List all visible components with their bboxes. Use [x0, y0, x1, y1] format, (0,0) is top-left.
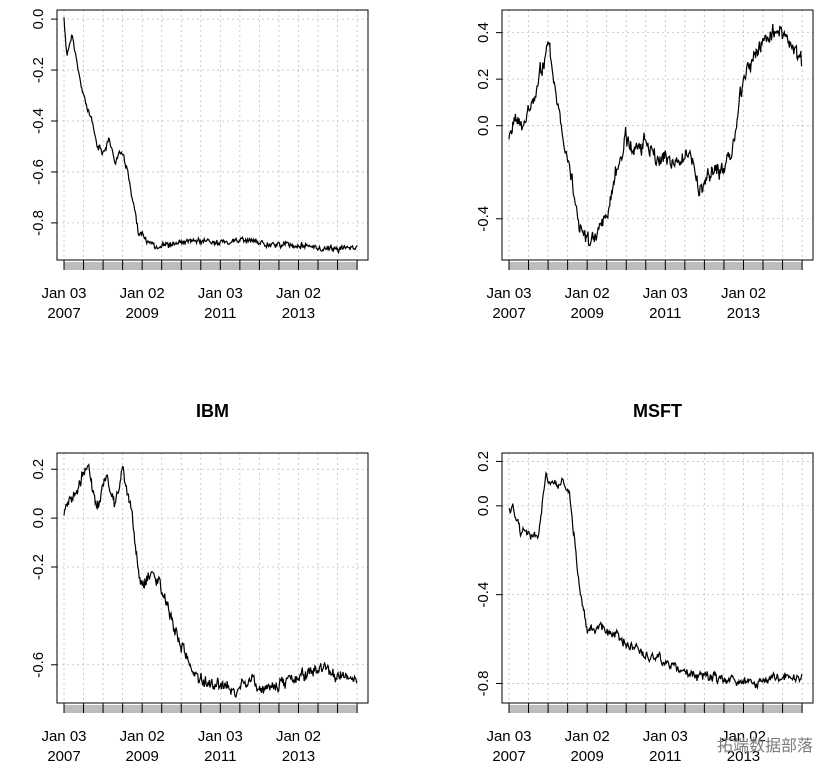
x-tick-label: Jan 03 [198, 285, 243, 302]
y-tick-label: 0.0 [30, 9, 47, 30]
x-tick-label: Jan 02 [276, 728, 321, 745]
x-tick-label-year: 2007 [492, 305, 525, 322]
x-tick-label: Jan 02 [721, 728, 766, 745]
series-line [63, 17, 358, 255]
y-tick-label: -0.8 [475, 671, 492, 697]
x-tick-label-year: 2009 [125, 305, 158, 322]
x-tick-label: Jan 02 [120, 728, 165, 745]
series-line [63, 463, 358, 698]
x-tick-label-year: 2007 [492, 748, 525, 765]
series-line [508, 470, 803, 690]
x-tick-label: Jan 03 [41, 285, 86, 302]
x-tick-label: Jan 03 [643, 728, 688, 745]
series-line [508, 24, 803, 247]
y-tick-label: -0.2 [30, 554, 47, 580]
x-tick-label-year: 2011 [649, 305, 681, 322]
y-tick-label: -0.8 [30, 210, 47, 236]
y-tick-label: 0.2 [475, 69, 492, 90]
y-tick-label: 0.2 [475, 451, 492, 472]
plot-frame [501, 452, 814, 704]
x-axis-rug [64, 705, 358, 713]
chart-title: MSFT [633, 401, 682, 421]
y-tick-label: 0.0 [475, 495, 492, 516]
y-tick-label: -0.4 [30, 108, 47, 134]
y-tick-label: 0.0 [475, 115, 492, 136]
y-tick-label: -0.6 [30, 652, 47, 678]
x-tick-label: Jan 03 [198, 728, 243, 745]
x-tick-label-year: 2011 [204, 305, 236, 322]
x-axis-rug [64, 262, 358, 270]
x-tick-label-year: 2007 [47, 748, 80, 765]
x-tick-label-year: 2009 [125, 748, 158, 765]
x-tick-label-year: 2009 [570, 305, 603, 322]
y-tick-label: 0.2 [30, 459, 47, 480]
watermark-text: 拓端数据部落 [716, 736, 813, 755]
x-tick-label: Jan 02 [120, 285, 165, 302]
x-tick-label: Jan 02 [721, 285, 766, 302]
x-tick-label: Jan 03 [486, 728, 531, 745]
chart-title: IBM [196, 401, 229, 421]
plot-frame [501, 9, 814, 261]
x-tick-label-year: 2009 [570, 748, 603, 765]
x-tick-label-year: 2011 [649, 748, 681, 765]
x-tick-label: Jan 02 [565, 728, 610, 745]
y-tick-label: -0.4 [475, 582, 492, 608]
x-axis-rug [509, 705, 803, 713]
x-tick-label: Jan 03 [643, 285, 688, 302]
plot-frame [56, 9, 369, 261]
x-tick-label: Jan 02 [276, 285, 321, 302]
x-tick-label-year: 2013 [727, 748, 760, 765]
x-axis-rug [509, 262, 803, 270]
x-tick-label-year: 2007 [47, 305, 80, 322]
x-tick-label: Jan 03 [486, 285, 531, 302]
y-tick-label: 0.0 [30, 508, 47, 529]
y-tick-label: 0.4 [475, 22, 492, 43]
y-tick-label: -0.4 [475, 206, 492, 232]
y-tick-label: -0.2 [30, 57, 47, 83]
plot-frame [56, 452, 369, 704]
x-tick-label-year: 2011 [204, 748, 236, 765]
x-tick-label-year: 2013 [727, 305, 760, 322]
y-tick-label: -0.6 [30, 159, 47, 185]
x-tick-label: Jan 03 [41, 728, 86, 745]
x-tick-label-year: 2013 [282, 305, 315, 322]
x-tick-label-year: 2013 [282, 748, 315, 765]
x-tick-label: Jan 02 [565, 285, 610, 302]
